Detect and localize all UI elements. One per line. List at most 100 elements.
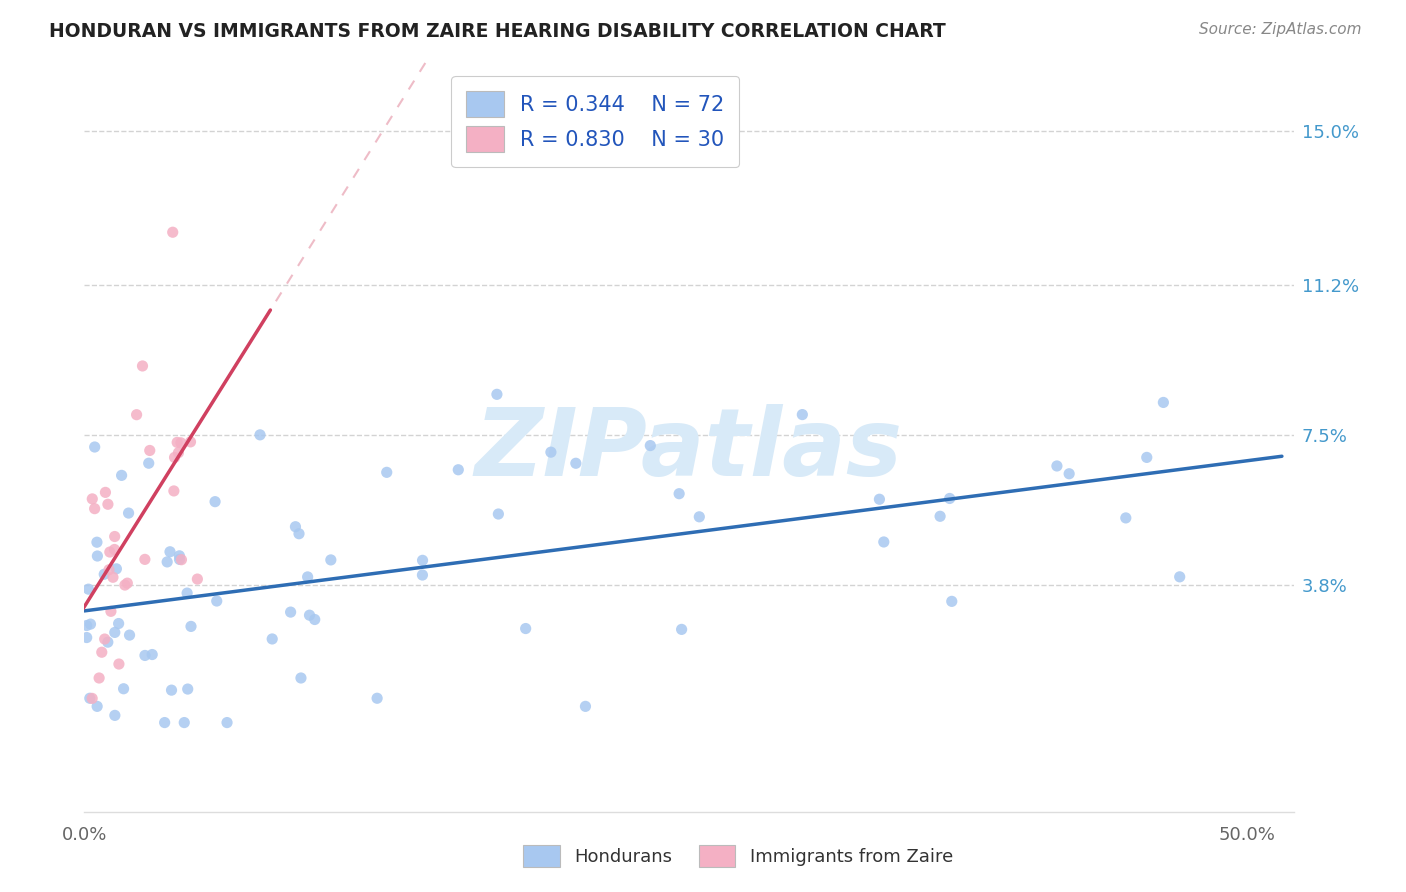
- Point: [93, 567, 115, 582]
- Point: [169, 552, 191, 566]
- Point: [868, 492, 890, 507]
- Point: [574, 699, 596, 714]
- Point: [117, 506, 139, 520]
- Point: [205, 594, 228, 608]
- Point: [162, 225, 184, 239]
- Point: [288, 526, 311, 541]
- Point: [447, 463, 470, 477]
- Point: [86, 699, 108, 714]
- Point: [138, 456, 160, 470]
- Point: [90, 645, 112, 659]
- Point: [941, 594, 963, 608]
- Point: [76, 631, 98, 645]
- Point: [1115, 511, 1137, 525]
- Point: [105, 562, 128, 576]
- Point: [110, 468, 132, 483]
- Point: [83, 440, 105, 454]
- Legend: Hondurans, Immigrants from Zaire: Hondurans, Immigrants from Zaire: [516, 838, 960, 874]
- Point: [107, 616, 129, 631]
- Point: [160, 683, 183, 698]
- Point: [93, 632, 115, 646]
- Point: [134, 648, 156, 663]
- Point: [375, 466, 398, 480]
- Point: [486, 507, 509, 521]
- Text: Source: ZipAtlas.com: Source: ZipAtlas.com: [1198, 22, 1361, 37]
- Point: [103, 542, 125, 557]
- Point: [101, 570, 124, 584]
- Point: [938, 491, 960, 506]
- Point: [104, 708, 127, 723]
- Point: [86, 535, 108, 549]
- Point: [873, 535, 896, 549]
- Point: [170, 435, 193, 450]
- Point: [280, 605, 302, 619]
- Point: [100, 604, 122, 618]
- Point: [366, 691, 388, 706]
- Point: [929, 509, 952, 524]
- Point: [112, 681, 135, 696]
- Point: [118, 628, 141, 642]
- Point: [176, 586, 198, 600]
- Point: [319, 553, 342, 567]
- Point: [290, 671, 312, 685]
- Point: [412, 553, 434, 567]
- Point: [668, 486, 690, 500]
- Point: [114, 578, 136, 592]
- Point: [515, 622, 537, 636]
- Point: [108, 657, 131, 671]
- Point: [179, 434, 201, 449]
- Point: [98, 545, 121, 559]
- Point: [139, 443, 162, 458]
- Legend: R = 0.344    N = 72, R = 0.830    N = 30: R = 0.344 N = 72, R = 0.830 N = 30: [451, 76, 740, 167]
- Point: [79, 691, 101, 706]
- Point: [177, 681, 200, 696]
- Point: [180, 619, 202, 633]
- Point: [131, 359, 153, 373]
- Point: [153, 715, 176, 730]
- Point: [166, 435, 188, 450]
- Point: [540, 445, 562, 459]
- Point: [163, 450, 186, 465]
- Point: [792, 408, 814, 422]
- Point: [86, 549, 108, 563]
- Point: [163, 483, 186, 498]
- Point: [97, 635, 120, 649]
- Point: [104, 625, 127, 640]
- Point: [640, 439, 662, 453]
- Point: [98, 563, 121, 577]
- Point: [170, 552, 193, 566]
- Point: [79, 617, 101, 632]
- Point: [141, 648, 163, 662]
- Point: [159, 545, 181, 559]
- Point: [167, 445, 190, 459]
- Point: [169, 549, 191, 563]
- Point: [1046, 458, 1069, 473]
- Point: [173, 715, 195, 730]
- Point: [186, 572, 208, 586]
- Point: [117, 576, 139, 591]
- Point: [204, 494, 226, 508]
- Point: [215, 715, 238, 730]
- Point: [671, 623, 693, 637]
- Point: [125, 408, 148, 422]
- Text: ZIPatlas: ZIPatlas: [475, 404, 903, 496]
- Point: [298, 608, 321, 623]
- Point: [1057, 467, 1080, 481]
- Point: [1168, 570, 1191, 584]
- Point: [284, 519, 307, 533]
- Point: [262, 632, 284, 646]
- Point: [249, 428, 271, 442]
- Point: [97, 497, 120, 511]
- Point: [1152, 395, 1174, 409]
- Point: [82, 491, 104, 506]
- Point: [82, 691, 104, 706]
- Point: [688, 509, 710, 524]
- Point: [76, 618, 98, 632]
- Point: [1136, 450, 1159, 465]
- Point: [83, 501, 105, 516]
- Point: [304, 613, 326, 627]
- Point: [411, 568, 433, 582]
- Point: [104, 529, 127, 543]
- Point: [485, 387, 508, 401]
- Point: [89, 671, 111, 685]
